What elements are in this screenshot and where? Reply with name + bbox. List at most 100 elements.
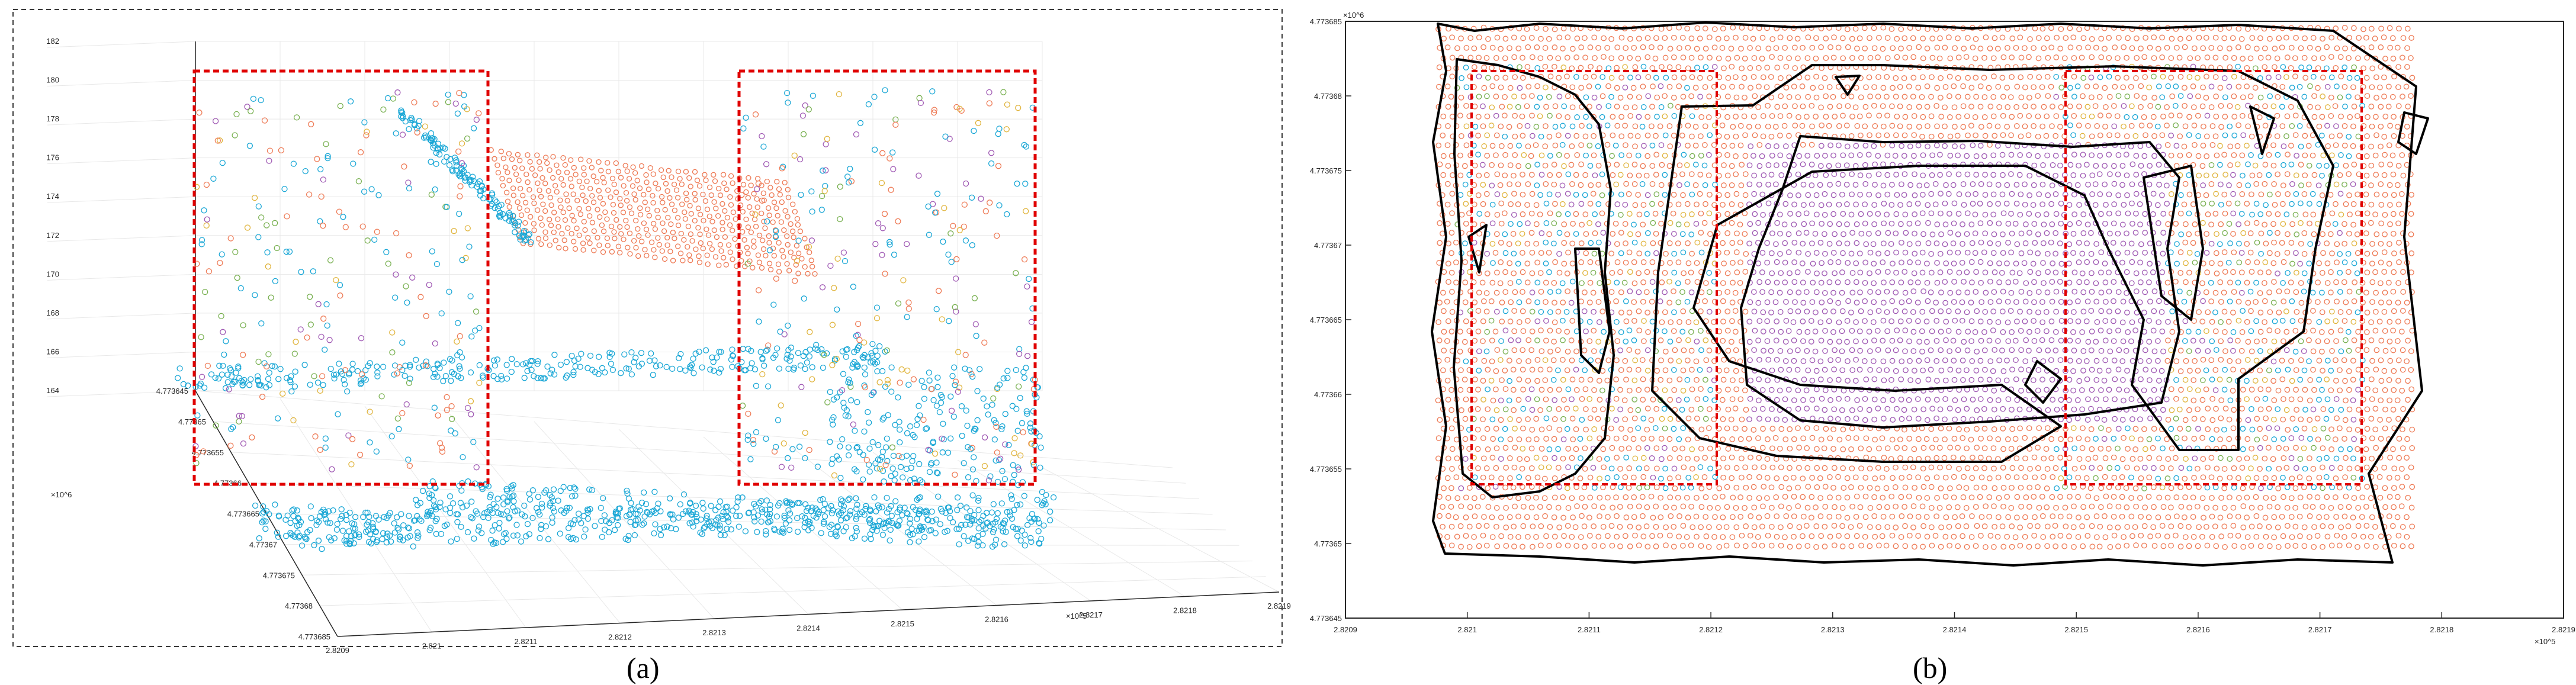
data-point xyxy=(2373,95,2379,101)
data-point xyxy=(2302,133,2308,139)
data-point xyxy=(1955,152,1961,159)
data-point xyxy=(1038,444,1044,451)
data-point xyxy=(2203,192,2209,198)
data-point xyxy=(509,156,515,162)
data-point xyxy=(2000,94,2006,100)
data-point xyxy=(455,148,462,155)
data-point xyxy=(1668,102,1674,109)
data-point xyxy=(965,474,972,481)
data-point xyxy=(262,526,269,532)
data-point xyxy=(1489,182,1495,189)
data-point xyxy=(969,466,977,473)
data-point xyxy=(2004,124,2010,130)
data-point xyxy=(1534,65,1541,71)
data-point xyxy=(840,528,847,535)
data-point xyxy=(600,229,607,234)
data-point xyxy=(1901,153,1907,159)
data-point xyxy=(827,439,833,445)
data-point xyxy=(759,210,765,217)
data-point xyxy=(494,496,501,502)
data-point xyxy=(861,535,868,542)
data-point xyxy=(804,359,811,366)
data-point xyxy=(1520,211,1526,217)
data-point xyxy=(1968,104,1974,110)
data-point xyxy=(2022,84,2028,91)
data-point xyxy=(833,529,839,535)
data-point xyxy=(1880,85,1887,91)
data-point xyxy=(532,172,538,178)
data-point xyxy=(1694,65,1700,71)
data-point xyxy=(1871,221,1877,227)
data-point xyxy=(2098,54,2105,60)
data-point xyxy=(753,429,760,436)
data-point xyxy=(789,229,796,234)
data-point xyxy=(232,378,239,385)
data-point xyxy=(725,519,732,525)
data-point xyxy=(1592,55,1598,61)
data-point xyxy=(1987,45,1993,52)
data-point xyxy=(361,119,368,126)
data-point xyxy=(535,494,542,500)
data-point xyxy=(657,362,663,369)
data-point xyxy=(1915,220,1921,226)
data-point xyxy=(625,365,632,372)
data-point xyxy=(2319,133,2325,139)
data-point xyxy=(1021,256,1028,263)
data-point xyxy=(1676,182,1682,188)
data-point xyxy=(1813,114,1819,120)
data-point xyxy=(458,523,464,530)
data-point xyxy=(839,497,846,504)
data-point xyxy=(1510,231,1517,237)
data-point xyxy=(2382,113,2389,120)
data-point xyxy=(2227,143,2234,150)
data-point xyxy=(1489,162,1495,168)
data-point xyxy=(425,509,431,515)
data-point xyxy=(720,201,725,207)
grid-line xyxy=(1042,467,1280,593)
data-point xyxy=(317,387,323,394)
data-point xyxy=(513,522,520,528)
data-point xyxy=(1823,93,1829,99)
data-point xyxy=(861,428,868,435)
data-point xyxy=(1002,441,1008,448)
data-point xyxy=(790,201,796,207)
data-point xyxy=(568,231,574,237)
data-point xyxy=(1711,64,1718,70)
data-point xyxy=(2119,221,2126,228)
data-point xyxy=(2218,221,2224,227)
data-point xyxy=(2039,181,2046,188)
data-point xyxy=(1671,113,1678,119)
data-point xyxy=(2328,54,2334,60)
data-point xyxy=(1849,113,1855,120)
data-point xyxy=(517,157,523,163)
data-point xyxy=(473,508,479,514)
data-point xyxy=(1000,89,1007,95)
data-point xyxy=(1481,143,1488,149)
data-point xyxy=(839,387,846,394)
data-point xyxy=(1608,55,1615,62)
data-point xyxy=(794,243,800,249)
data-point xyxy=(458,487,465,494)
data-point xyxy=(631,238,637,244)
data-point xyxy=(585,507,592,514)
data-point xyxy=(1543,123,1549,129)
data-point xyxy=(2102,85,2108,91)
data-point xyxy=(1769,54,1775,60)
data-point xyxy=(1960,124,1967,130)
data-point xyxy=(975,533,981,539)
data-point xyxy=(1595,162,1602,169)
data-point xyxy=(947,435,954,442)
data-point xyxy=(669,174,674,180)
data-point xyxy=(1748,85,1753,91)
data-point xyxy=(734,499,741,505)
data-point xyxy=(1769,113,1775,119)
data-point xyxy=(766,247,773,253)
data-point xyxy=(2000,210,2007,217)
data-point xyxy=(489,190,495,197)
data-point xyxy=(248,376,254,382)
data-point xyxy=(626,511,632,518)
data-point xyxy=(2257,211,2264,217)
data-point xyxy=(1675,201,1682,208)
data-point xyxy=(337,102,343,110)
data-point xyxy=(1028,538,1035,545)
